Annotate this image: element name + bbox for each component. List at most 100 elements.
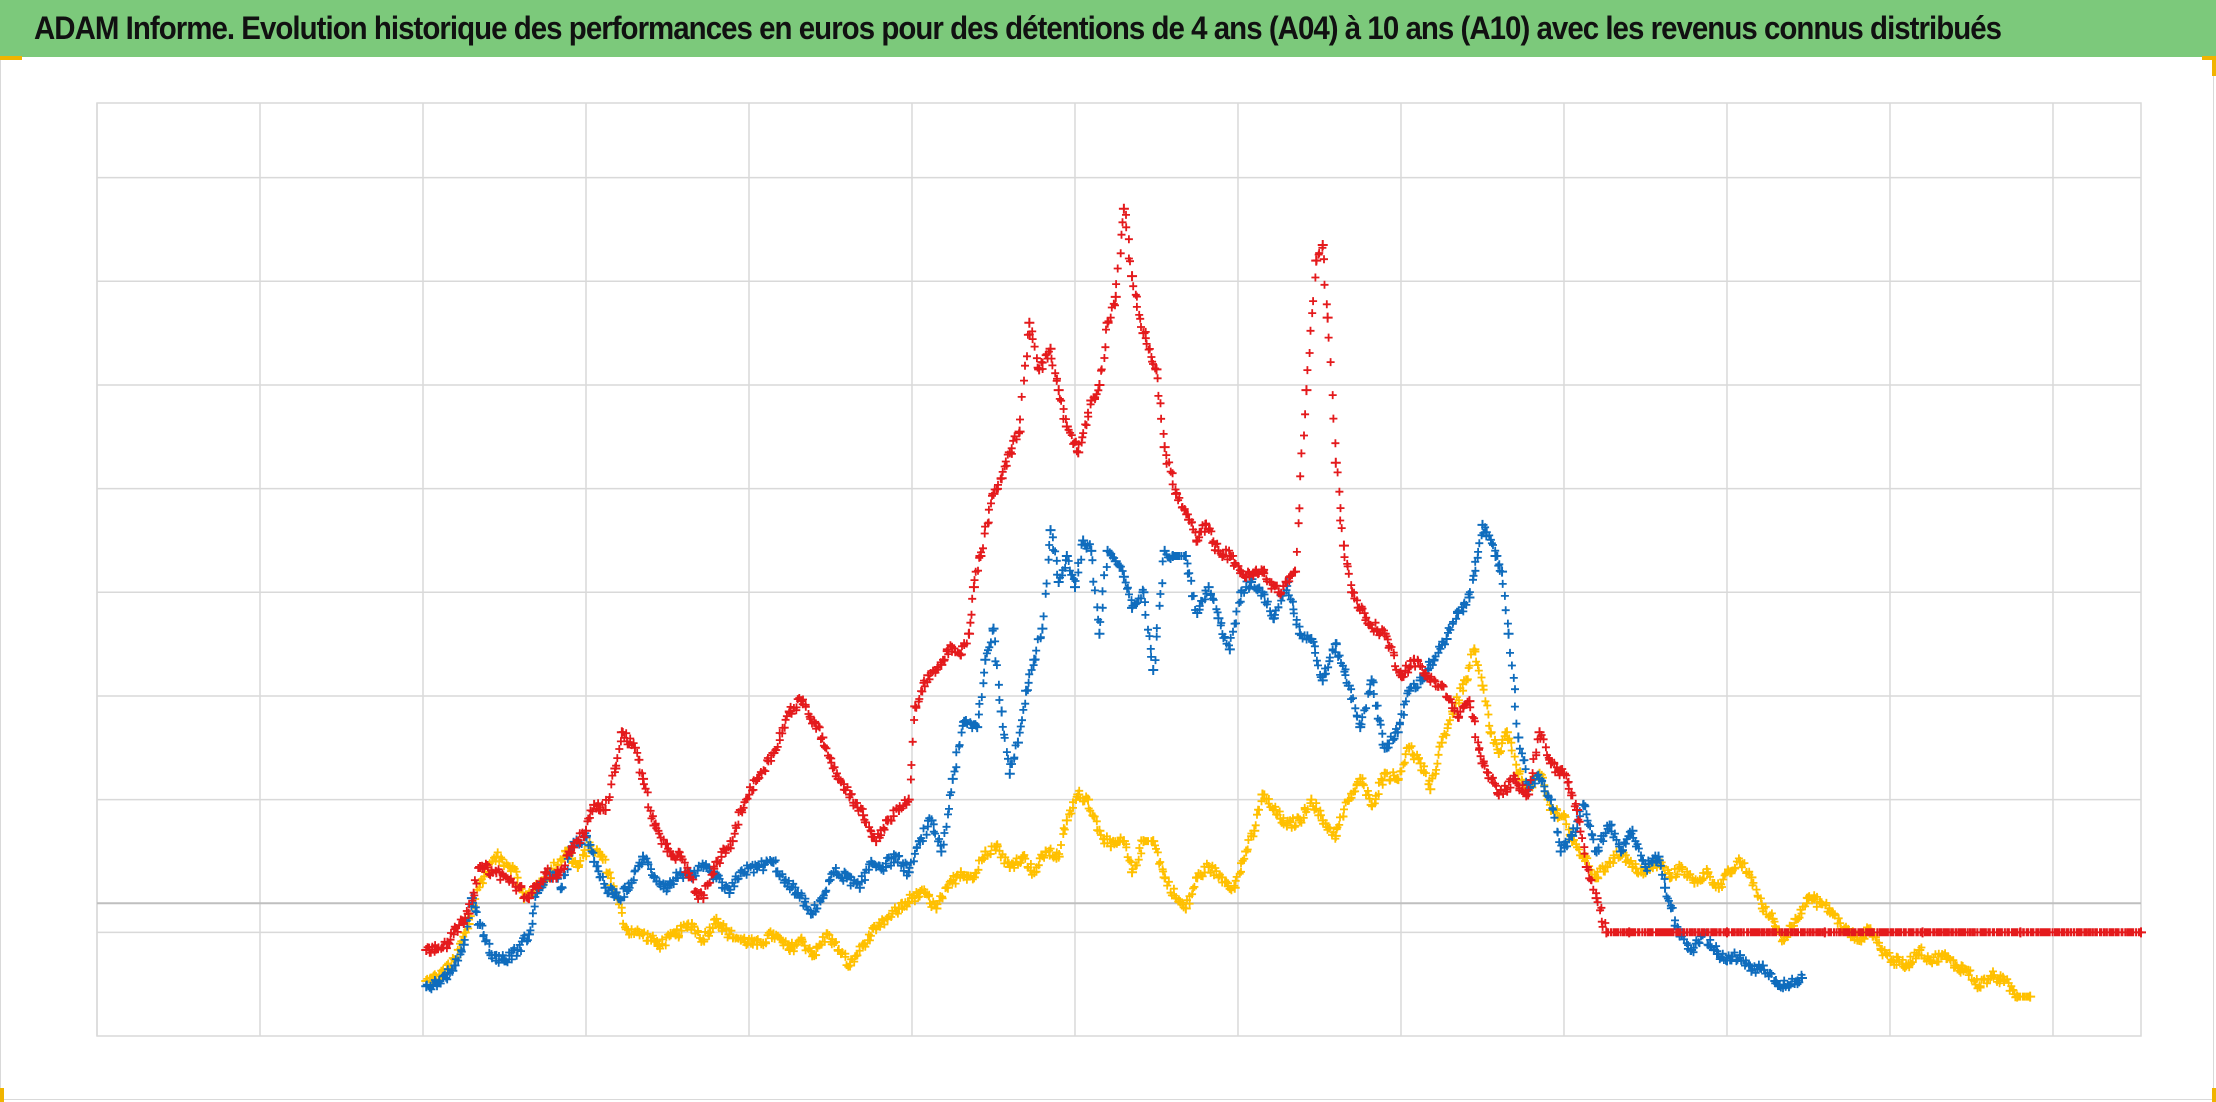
series-2-point-71 — [1306, 794, 1317, 805]
series-0-segment-22 — [713, 837, 735, 868]
series-0-segment-1 — [445, 907, 471, 948]
series-0-point-64 — [1159, 442, 1170, 453]
series-2-point-21 — [711, 913, 722, 924]
series-1-segment-42 — [929, 820, 945, 850]
series-1-segment-45 — [960, 716, 980, 733]
series-1-segment-118 — [1737, 956, 1755, 970]
series-1-segment-39 — [893, 851, 911, 880]
series-1-segment-107 — [1607, 820, 1624, 851]
series-2-segment-27 — [797, 933, 817, 961]
series-0-segment-90 — [1479, 757, 1502, 797]
series-0-segment-62 — [1141, 327, 1160, 373]
series-1-segment-35 — [844, 872, 862, 890]
series-0-segment-89 — [1466, 703, 1485, 761]
series-1-point-73 — [1213, 613, 1224, 624]
series-2-segment-111 — [1759, 902, 1776, 921]
series-0-point-30 — [817, 732, 828, 743]
series-0-point-60 — [1118, 203, 1129, 214]
series-1-segment-9 — [526, 892, 540, 935]
series-0-segment-35 — [884, 804, 901, 825]
series-1-point-57 — [1061, 551, 1072, 562]
series-2-point-133 — [2025, 991, 2036, 1002]
series-0-segment-20 — [694, 888, 706, 903]
series-0-point-97 — [1572, 805, 1583, 816]
series-2-segment-66 — [1251, 797, 1266, 830]
series-0-segment-12 — [602, 768, 619, 804]
series-0-point-79 — [1330, 457, 1341, 468]
series-1-segment-44 — [950, 721, 967, 776]
series-2-segment-115 — [1805, 891, 1825, 911]
series-2-segment-46 — [1032, 850, 1049, 876]
series-1-point-123 — [1796, 972, 1807, 983]
series-0-point-52 — [1045, 343, 1056, 354]
series-0-segment-86 — [1421, 669, 1445, 691]
series-0-segment-73 — [1276, 568, 1298, 599]
series-0-segment-6 — [527, 874, 549, 897]
series-0-segment-61 — [1129, 282, 1145, 331]
series-0-point-74 — [1290, 566, 1301, 577]
series-1-point-29 — [768, 856, 779, 867]
series-2-segment-48 — [1055, 824, 1069, 858]
series-2-point-97 — [1591, 872, 1602, 883]
series-1-point-72 — [1203, 582, 1214, 593]
series-1-point-55 — [1045, 525, 1056, 536]
series-2-point-89 — [1501, 727, 1512, 738]
series-1-point-120 — [1757, 960, 1768, 971]
series-1-segment-74 — [1226, 597, 1245, 642]
series-0-segment-59 — [1112, 218, 1127, 289]
series-1-point-15 — [589, 856, 600, 867]
series-1-point-77 — [1257, 587, 1268, 598]
series-2-point-6 — [507, 862, 518, 873]
series-1-segment-43 — [939, 788, 956, 849]
series-0-point-38 — [910, 701, 921, 712]
series-0-point-62 — [1138, 328, 1149, 339]
series-0-point-78 — [1322, 312, 1333, 323]
series-1-segment-59 — [1081, 539, 1094, 553]
series-0-segment-33 — [860, 815, 879, 841]
series-0-segment-96 — [1562, 771, 1580, 811]
series-0-segment-104 — [1920, 928, 2024, 937]
series-2-segment-109 — [1737, 859, 1754, 879]
series-2-segment-24 — [753, 927, 776, 950]
series-0-point-53 — [1053, 385, 1064, 396]
series-0-segment-21 — [699, 862, 719, 900]
series-0-segment-77 — [1320, 255, 1331, 309]
series-2-segment-125 — [1928, 949, 1946, 968]
series-1-point-44 — [947, 773, 958, 784]
series-0-segment-53 — [1055, 394, 1070, 424]
series-1-segment-58 — [1071, 540, 1086, 585]
series-1-segment-33 — [819, 870, 836, 900]
series-0-point-6 — [523, 893, 534, 904]
series-1-segment-108 — [1619, 827, 1636, 855]
series-0-segment-63 — [1153, 374, 1168, 438]
series-1-point-2 — [447, 965, 458, 976]
series-1-segment-37 — [868, 859, 886, 874]
series-0-segment-71 — [1244, 565, 1266, 581]
series-0-point-12 — [600, 805, 611, 816]
series-2-segment-75 — [1358, 774, 1374, 803]
series-0-segment-49 — [1016, 330, 1032, 424]
series-2-point-65 — [1241, 846, 1252, 857]
series-0-point-33 — [858, 810, 869, 821]
corner-accent-top-left — [0, 56, 22, 60]
series-1-segment-48 — [991, 637, 1004, 704]
series-2 — [421, 644, 2036, 1002]
series-1-segment-15 — [592, 862, 609, 888]
series-1-point-70 — [1180, 551, 1191, 562]
series-0-segment-25 — [753, 751, 776, 783]
series-2-segment-49 — [1065, 792, 1081, 819]
series-1-segment-46 — [974, 668, 989, 719]
series-1-point-105 — [1578, 799, 1589, 810]
series-2-point-60 — [1180, 903, 1191, 914]
title-bar: ADAM Informe. Evolution historique des p… — [0, 0, 2216, 57]
series-0-segment-99 — [1593, 898, 1610, 931]
series-1-point-36 — [854, 882, 865, 893]
series-2-point-73 — [1330, 830, 1341, 841]
series-2-point-79 — [1404, 742, 1415, 753]
series-1-segment-53 — [1031, 633, 1045, 664]
series-1-segment-94 — [1465, 531, 1486, 597]
series-0-segment-48 — [1007, 429, 1023, 458]
series-1-point-54 — [1037, 623, 1048, 634]
series-0-segment-24 — [738, 776, 760, 817]
series-1-segment-5 — [478, 921, 494, 957]
